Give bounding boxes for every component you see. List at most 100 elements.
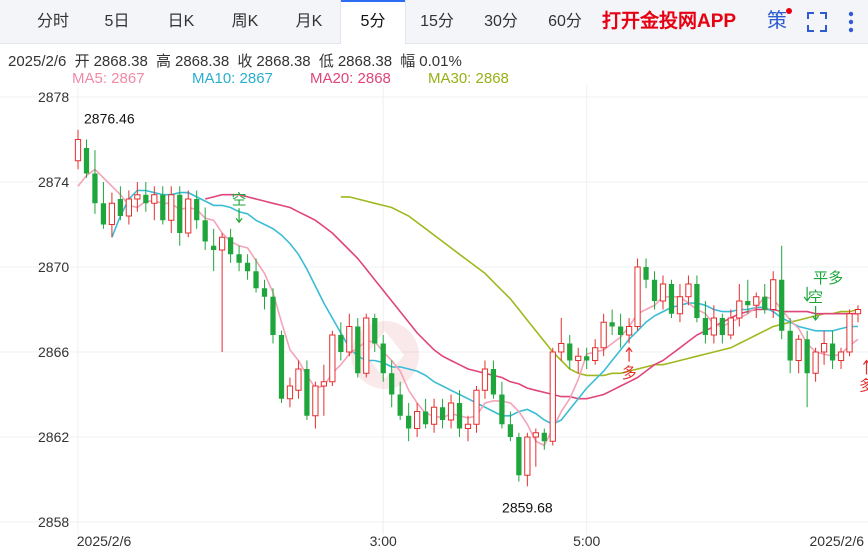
candle — [625, 318, 633, 344]
signal-arrow — [235, 208, 243, 224]
candle — [727, 309, 734, 340]
candle-body — [829, 343, 836, 361]
candle — [854, 305, 862, 323]
open-app-link[interactable]: 打开金投网APP — [602, 11, 737, 32]
tab-5-min[interactable]: 5分 — [340, 0, 406, 44]
candle-body — [456, 403, 463, 429]
candle-body — [389, 373, 395, 395]
candle — [516, 432, 522, 482]
tab-5-day[interactable]: 5日 — [104, 13, 130, 30]
y-tick-label: 2858 — [38, 514, 69, 530]
candle — [812, 347, 819, 382]
candle-body — [651, 279, 658, 301]
y-tick-label: 2878 — [38, 89, 69, 105]
candle-body — [795, 338, 802, 361]
tab-timeshare[interactable]: 分时 — [36, 13, 69, 30]
candle — [499, 381, 505, 429]
candle — [304, 360, 310, 420]
candle — [278, 330, 285, 403]
candle-body — [685, 283, 692, 298]
candle — [524, 432, 531, 487]
tab-daily-k[interactable]: 日K — [167, 13, 195, 30]
candle-body — [719, 318, 725, 335]
quote-summary: 2025/2/6 开 2868.38 高 2868.38 收 2868.38 低 286… — [8, 50, 466, 71]
x-tick-label: 5:00 — [573, 533, 600, 549]
close-value: 2868.38 — [256, 53, 311, 70]
candle-body — [668, 284, 675, 314]
candle — [507, 411, 514, 442]
close-label: 收 — [237, 53, 253, 70]
candle-body — [160, 194, 166, 221]
y-tick-label: 2874 — [38, 174, 69, 190]
candle-body — [854, 309, 862, 315]
candle-body — [787, 330, 793, 361]
candle — [329, 330, 336, 386]
candle-body — [516, 437, 522, 476]
candle-body — [762, 296, 768, 310]
candle-body — [151, 194, 158, 204]
tab-30-min[interactable]: 30分 — [484, 13, 518, 30]
candle-body — [464, 423, 472, 429]
candle-body — [261, 288, 268, 297]
candle-body — [736, 300, 743, 319]
candle-body — [194, 199, 200, 221]
candle-body — [584, 356, 590, 361]
candle — [694, 275, 700, 323]
candle-body — [244, 262, 251, 272]
tab-60-min[interactable]: 60分 — [548, 13, 582, 30]
signal-label: 多 — [859, 377, 868, 395]
candle-body — [278, 335, 285, 399]
candle — [397, 381, 403, 420]
candle-body — [100, 203, 107, 225]
candle-body — [625, 326, 633, 336]
candle-body — [202, 220, 208, 242]
candle — [634, 258, 641, 331]
change-value: 0.01% — [419, 53, 462, 70]
ma30-legend: MA30: 2868 — [428, 70, 509, 87]
signal-arrow — [803, 286, 811, 302]
strategy-icon[interactable]: 策 — [767, 10, 787, 32]
candle-body — [846, 313, 853, 353]
candle — [464, 415, 472, 442]
candle — [532, 428, 539, 467]
fullscreen-icon[interactable] — [800, 0, 834, 43]
candle-body — [92, 173, 98, 204]
candle-body — [406, 415, 412, 429]
candle-body — [329, 334, 336, 383]
candle-body — [549, 351, 556, 442]
candle — [829, 330, 836, 369]
sell-signal: 空 — [808, 288, 823, 321]
quote-date: 2025/2/6 — [8, 53, 67, 70]
tab-monthly-k[interactable]: 月K — [295, 13, 323, 30]
candle — [609, 309, 615, 335]
tab-weekly-k[interactable]: 周K — [231, 13, 259, 30]
candle — [346, 313, 353, 357]
y-tick-label: 2870 — [38, 259, 69, 275]
high-value: 2868.38 — [175, 53, 230, 70]
candle — [380, 335, 386, 382]
candle-body — [447, 402, 455, 421]
ma10-line — [111, 189, 858, 426]
candle — [92, 150, 98, 214]
candle — [74, 129, 82, 170]
candle-body — [422, 411, 429, 425]
candle-body — [745, 301, 751, 306]
notification-dot — [786, 8, 792, 14]
candle-body — [397, 394, 403, 416]
candle — [481, 360, 489, 399]
candle — [211, 228, 217, 272]
candle — [795, 335, 802, 374]
candle-body — [770, 279, 777, 310]
tab-15-min[interactable]: 15分 — [420, 13, 454, 30]
candle — [439, 398, 446, 429]
candle-body — [304, 369, 310, 416]
candle-body — [694, 284, 700, 318]
candle-body — [558, 343, 565, 353]
signal-label: 多 — [622, 364, 637, 382]
candle — [787, 318, 793, 374]
low-value-label: 2859.68 — [502, 499, 553, 515]
candle — [406, 403, 412, 442]
more-icon[interactable] — [838, 0, 864, 43]
